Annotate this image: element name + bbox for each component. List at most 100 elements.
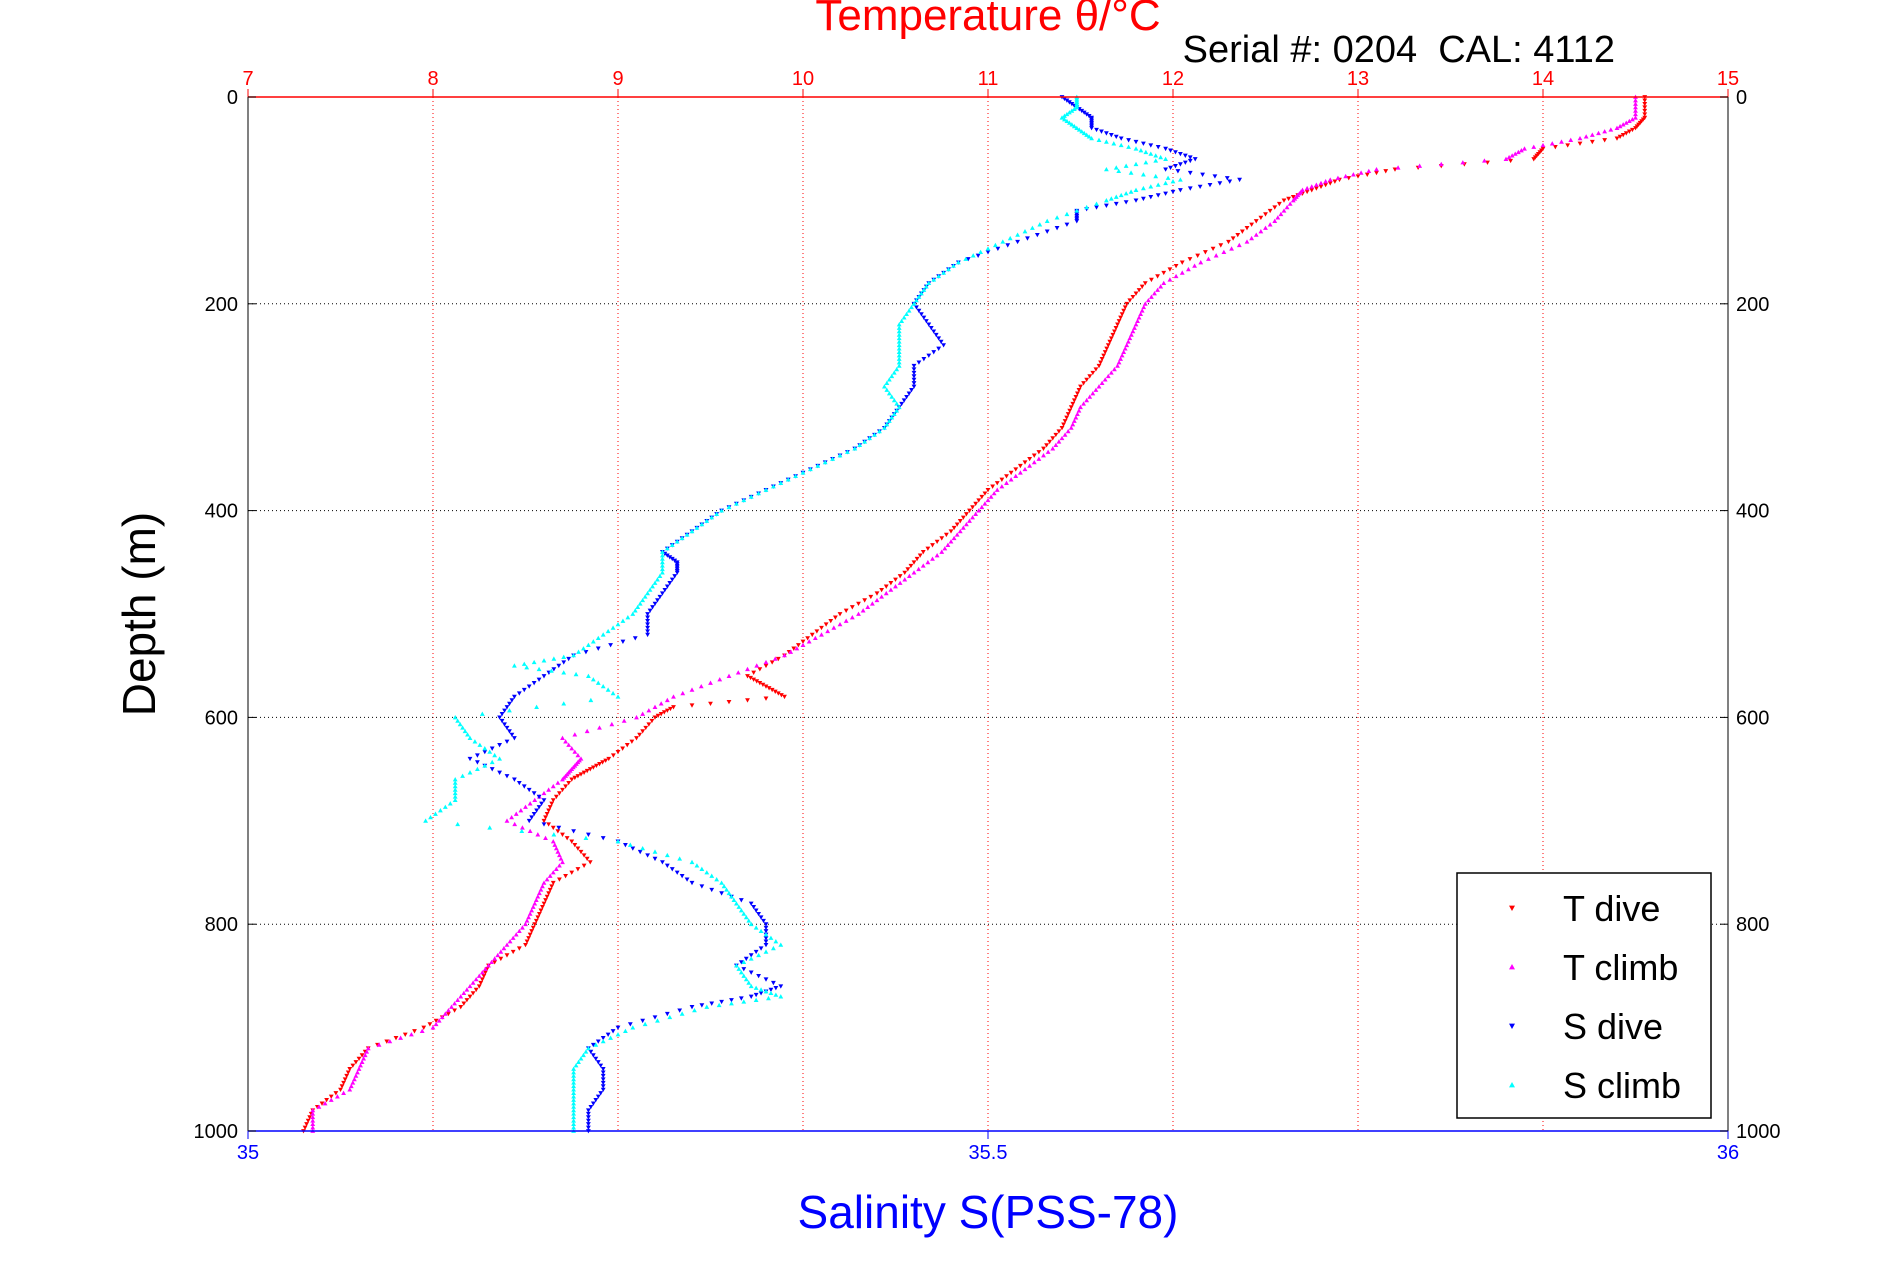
data-point xyxy=(894,408,900,413)
data-point xyxy=(748,494,754,499)
data-point xyxy=(1309,184,1315,189)
legend-label: T climb xyxy=(1563,947,1678,988)
data-point xyxy=(1263,212,1268,217)
data-point xyxy=(1364,172,1370,177)
top-tick-label: 8 xyxy=(427,68,438,90)
data-point xyxy=(1170,189,1176,195)
data-point xyxy=(806,639,812,644)
data-point xyxy=(669,556,675,562)
data-point xyxy=(1540,142,1546,148)
data-point xyxy=(1358,170,1364,175)
data-point xyxy=(660,549,665,554)
data-point xyxy=(909,388,914,393)
data-point xyxy=(763,696,769,701)
data-point xyxy=(516,946,522,951)
data-point xyxy=(1155,274,1160,279)
data-point xyxy=(896,339,902,344)
data-point xyxy=(1226,239,1231,245)
data-point xyxy=(1074,208,1080,213)
data-point xyxy=(995,246,1001,252)
data-point xyxy=(1173,273,1179,279)
data-point xyxy=(531,811,537,817)
data-point xyxy=(543,815,548,820)
data-point xyxy=(479,711,485,716)
left-tick-label: 1000 xyxy=(194,1121,239,1143)
data-point xyxy=(1017,463,1023,469)
data-point xyxy=(430,1025,436,1030)
data-point xyxy=(1263,225,1268,230)
data-point xyxy=(896,325,902,330)
data-point xyxy=(921,357,927,362)
data-point xyxy=(889,415,895,420)
data-point xyxy=(883,584,889,589)
data-point xyxy=(1078,384,1083,389)
data-point xyxy=(779,693,784,698)
data-point xyxy=(319,1101,325,1106)
data-point xyxy=(652,849,658,854)
data-point xyxy=(896,359,902,365)
data-point xyxy=(452,790,458,796)
data-point xyxy=(954,522,960,527)
data-point xyxy=(660,556,665,561)
data-point xyxy=(1045,449,1051,454)
data-point xyxy=(531,659,537,665)
data-point xyxy=(1133,291,1139,296)
data-point xyxy=(1086,114,1092,119)
data-point xyxy=(544,811,550,817)
data-point xyxy=(1118,136,1124,141)
data-point xyxy=(571,1125,576,1130)
data-point xyxy=(741,911,747,916)
data-point xyxy=(729,1001,734,1006)
data-point xyxy=(1633,101,1638,106)
data-point xyxy=(1460,160,1466,165)
data-point xyxy=(931,277,937,282)
data-point xyxy=(902,577,908,582)
data-point xyxy=(1013,473,1019,479)
data-point xyxy=(600,1070,606,1075)
data-point xyxy=(736,966,742,971)
data-point xyxy=(558,856,564,861)
data-point xyxy=(1062,117,1067,122)
data-point xyxy=(862,439,868,444)
data-point xyxy=(766,686,772,691)
data-point xyxy=(541,880,547,885)
data-point xyxy=(941,343,946,348)
data-point xyxy=(800,639,806,644)
data-point xyxy=(600,1077,606,1082)
data-point xyxy=(586,1125,591,1130)
data-point xyxy=(489,746,495,751)
data-point xyxy=(1235,232,1241,238)
data-point xyxy=(455,718,461,723)
data-point xyxy=(973,511,979,516)
data-point xyxy=(1253,219,1259,224)
data-point xyxy=(1290,195,1296,200)
data-point xyxy=(571,1076,576,1082)
data-point xyxy=(768,990,774,996)
top-tick-label: 13 xyxy=(1347,68,1369,90)
data-point xyxy=(758,991,764,996)
data-point xyxy=(302,1125,308,1130)
data-point xyxy=(627,1022,633,1027)
data-point xyxy=(938,339,944,345)
data-point xyxy=(351,1076,357,1082)
data-point xyxy=(793,473,798,479)
data-point xyxy=(1195,253,1201,258)
data-point xyxy=(911,374,917,379)
data-point xyxy=(652,704,658,709)
data-point xyxy=(1175,169,1181,174)
data-point xyxy=(630,846,636,851)
data-point xyxy=(536,677,542,682)
data-point xyxy=(731,897,737,902)
data-point xyxy=(669,577,675,582)
data-point xyxy=(553,794,559,800)
data-point xyxy=(361,1056,367,1061)
data-point xyxy=(965,257,971,262)
data-point xyxy=(1101,353,1107,358)
data-point xyxy=(931,350,937,355)
data-point xyxy=(551,832,557,837)
data-point xyxy=(1623,131,1629,136)
data-point xyxy=(576,1059,581,1064)
data-point xyxy=(530,904,536,909)
data-point xyxy=(564,836,570,841)
data-point xyxy=(541,901,547,906)
